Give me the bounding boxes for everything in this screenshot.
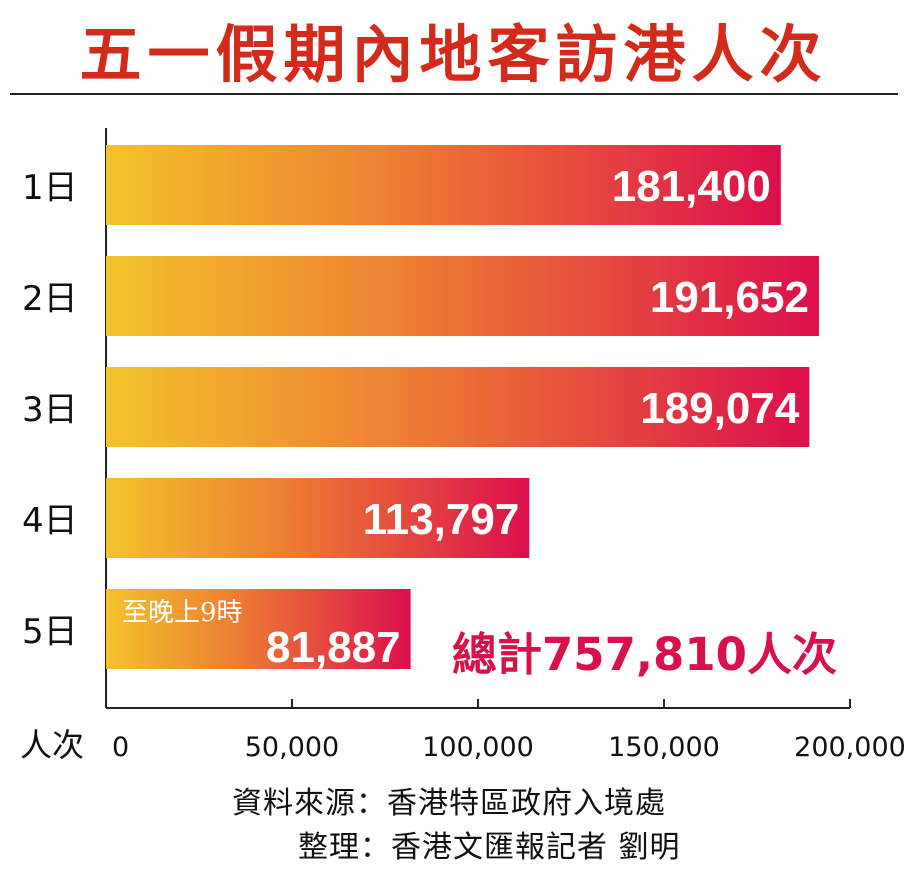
- x-tick-label: 0: [112, 732, 129, 763]
- bar-value-label: 189,074: [640, 384, 800, 433]
- x-tick-label: 100,000: [422, 732, 534, 763]
- y-category-label: 3日: [22, 390, 78, 430]
- total-annotation: 總計757,810人次: [452, 628, 837, 681]
- y-category-label: 4日: [22, 501, 78, 541]
- bar: [106, 367, 810, 447]
- bar: [106, 589, 411, 669]
- bar-value-label: 113,797: [363, 495, 520, 544]
- bar: [106, 478, 530, 558]
- source-note: 資料來源：香港特區政府入境處: [232, 786, 666, 821]
- bar-note: 至晚上9時: [122, 598, 243, 628]
- x-tick-label: 200,000: [794, 732, 906, 763]
- chart-title: 五一假期內地客訪港人次: [79, 18, 828, 91]
- x-axis-label: 人次: [20, 726, 84, 764]
- y-category-label: 5日: [22, 612, 78, 652]
- compiler-note: 整理：香港文匯報記者 劉明: [298, 830, 681, 865]
- x-tick-label: 50,000: [245, 732, 339, 763]
- bar: [106, 145, 781, 225]
- bar-value-label: 191,652: [650, 273, 809, 322]
- y-category-label: 2日: [22, 279, 78, 319]
- bar-value-label: 81,887: [266, 623, 401, 672]
- x-tick-label: 150,000: [608, 732, 720, 763]
- y-category-label: 1日: [22, 168, 78, 208]
- bar-value-label: 181,400: [612, 162, 771, 211]
- bar: [106, 256, 819, 336]
- title-divider: [10, 93, 898, 95]
